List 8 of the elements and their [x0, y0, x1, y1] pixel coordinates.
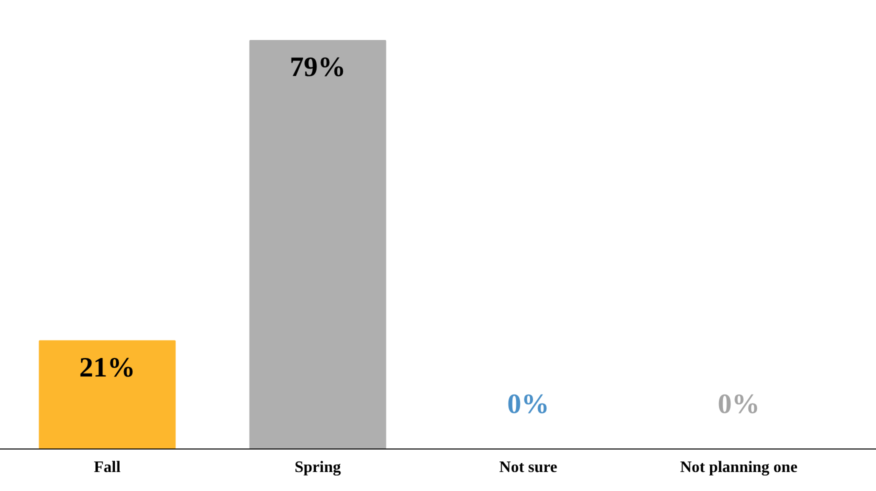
x-tick-label: Not sure: [499, 459, 558, 476]
x-tick-label: Not planning one: [680, 459, 798, 476]
x-tick-label: Spring: [294, 459, 341, 476]
data-label: 0%: [507, 389, 550, 420]
x-tick-label: Fall: [94, 459, 122, 476]
data-label: 79%: [290, 52, 346, 83]
data-label: 0%: [718, 389, 760, 420]
data-label: 21%: [79, 352, 136, 384]
